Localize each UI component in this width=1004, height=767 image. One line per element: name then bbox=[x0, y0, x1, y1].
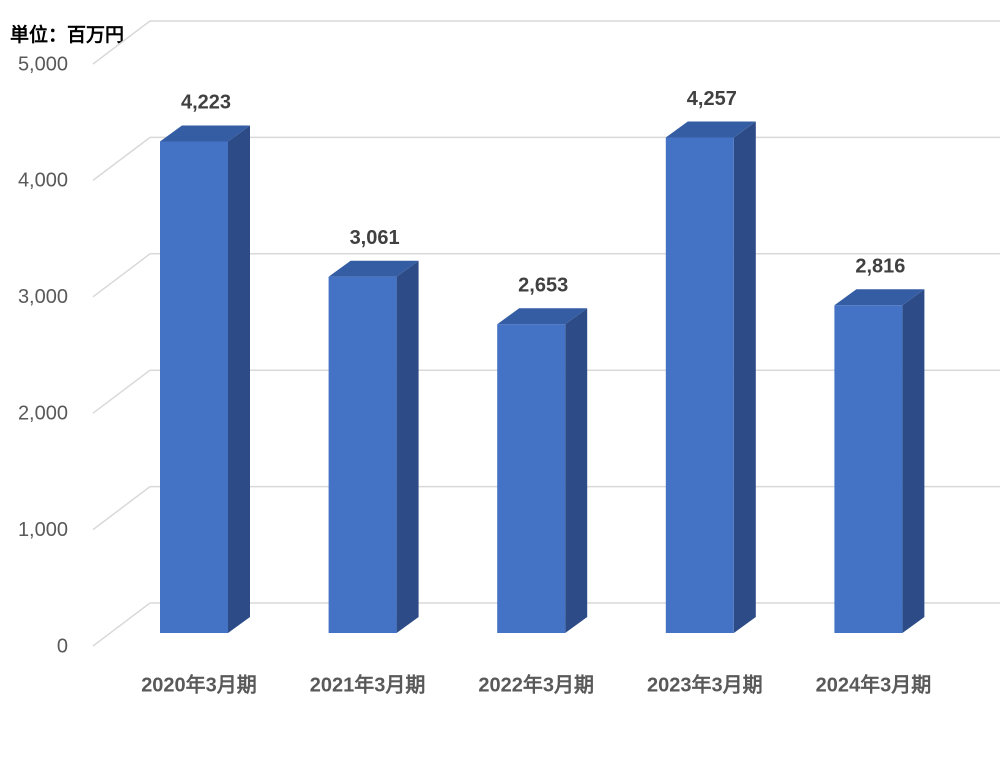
grid-line-depth bbox=[92, 486, 151, 531]
value-label: 3,061 bbox=[350, 227, 400, 249]
y-tick-label: 3,000 bbox=[18, 286, 68, 308]
bar bbox=[497, 324, 566, 633]
value-label: 4,223 bbox=[181, 92, 231, 114]
bar-top bbox=[665, 121, 756, 138]
grid-line-depth bbox=[92, 20, 151, 65]
bar bbox=[665, 137, 734, 633]
x-tick-label: 2021年3月期 bbox=[310, 672, 426, 696]
bar bbox=[328, 276, 397, 633]
x-tick-label: 2020年3月期 bbox=[141, 672, 257, 696]
grid-line-depth bbox=[92, 253, 151, 298]
value-label: 2,653 bbox=[518, 274, 568, 296]
x-tick-label: 2022年3月期 bbox=[478, 672, 594, 696]
bar-side bbox=[565, 308, 588, 633]
value-label: 2,816 bbox=[855, 255, 905, 277]
x-tick-label: 2023年3月期 bbox=[647, 672, 763, 696]
bar-top bbox=[160, 125, 250, 142]
bar-side bbox=[396, 260, 419, 633]
bar-side bbox=[228, 125, 250, 633]
grid-line-depth bbox=[92, 369, 151, 414]
value-label: 4,257 bbox=[687, 88, 737, 110]
grid-line-depth bbox=[92, 136, 151, 181]
y-tick-label: 0 bbox=[57, 635, 68, 657]
y-tick-label: 2,000 bbox=[18, 402, 68, 424]
bar-top bbox=[328, 260, 419, 277]
y-tick-label: 1,000 bbox=[18, 519, 68, 541]
bar-side bbox=[733, 121, 756, 633]
grid-line-depth bbox=[92, 602, 151, 647]
bar-top bbox=[834, 289, 925, 306]
unit-label: 単位：百万円 bbox=[10, 23, 124, 46]
bar bbox=[834, 305, 903, 633]
bar-top bbox=[497, 308, 588, 325]
y-tick-label: 4,000 bbox=[18, 170, 68, 192]
y-tick-label: 5,000 bbox=[18, 53, 68, 75]
bar bbox=[160, 141, 228, 633]
bar-side bbox=[902, 289, 925, 633]
x-tick-label: 2024年3月期 bbox=[816, 672, 932, 696]
